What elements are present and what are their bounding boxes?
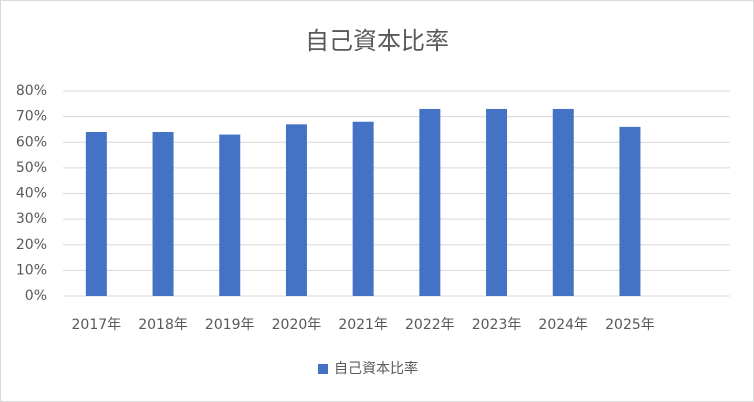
bar bbox=[219, 134, 241, 296]
bar bbox=[85, 132, 107, 296]
legend-marker bbox=[318, 364, 328, 374]
y-tick-label: 60% bbox=[16, 134, 47, 150]
x-tick-label: 2023年 bbox=[472, 317, 522, 333]
x-tick-label: 2019年 bbox=[205, 317, 255, 333]
x-tick-label: 2024年 bbox=[538, 317, 588, 333]
chart-title: 自己資本比率 bbox=[305, 27, 449, 55]
y-tick-label: 80% bbox=[16, 83, 47, 99]
x-tick-label: 2021年 bbox=[338, 317, 388, 333]
y-tick-label: 40% bbox=[16, 186, 47, 202]
y-tick-label: 0% bbox=[25, 288, 47, 304]
bar bbox=[152, 132, 174, 296]
y-tick-label: 10% bbox=[16, 262, 47, 278]
x-tick-label: 2020年 bbox=[272, 317, 322, 333]
x-tick-label: 2017年 bbox=[72, 317, 122, 333]
bar bbox=[419, 108, 441, 296]
y-tick-label: 20% bbox=[16, 237, 47, 253]
y-tick-label: 70% bbox=[16, 109, 47, 125]
x-tick-label: 2018年 bbox=[138, 317, 188, 333]
bar bbox=[619, 126, 641, 296]
x-tick-label: 2022年 bbox=[405, 317, 455, 333]
bar bbox=[552, 108, 574, 296]
y-tick-label: 30% bbox=[16, 211, 47, 227]
bar bbox=[486, 108, 508, 296]
legend-label: 自己資本比率 bbox=[334, 360, 418, 377]
bar bbox=[285, 124, 307, 296]
y-tick-label: 50% bbox=[16, 160, 47, 176]
x-tick-label: 2025年 bbox=[605, 317, 655, 333]
bar bbox=[352, 121, 374, 296]
